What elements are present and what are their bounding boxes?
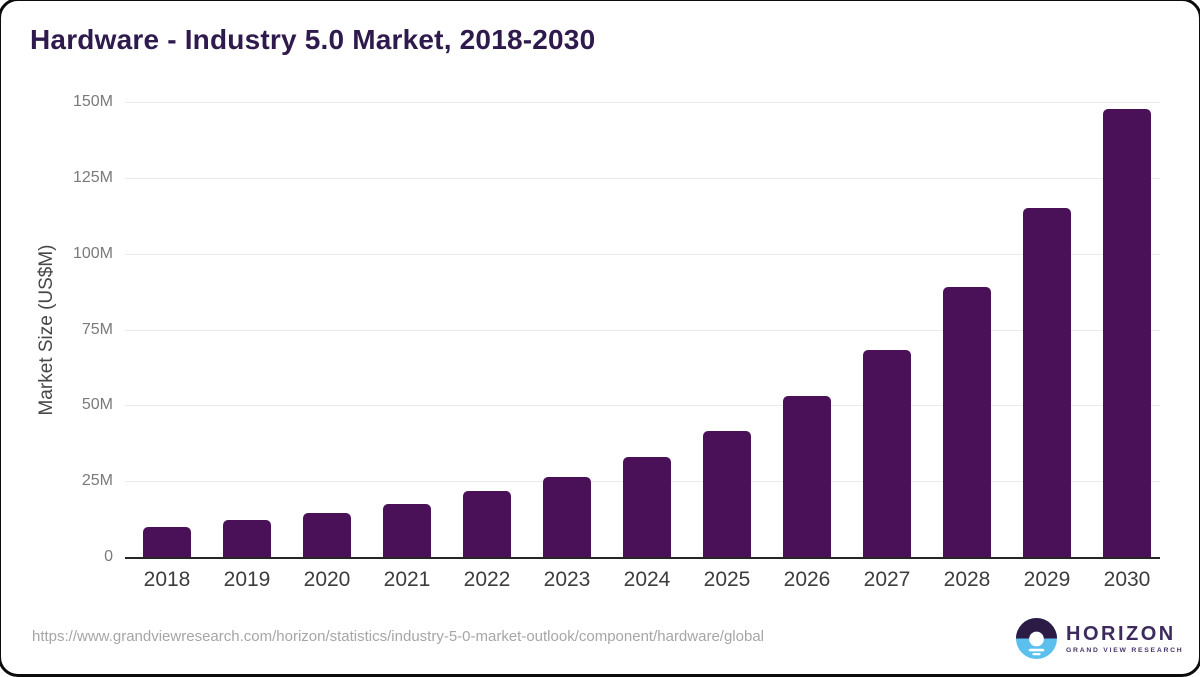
y-tick-label-50M: 50M <box>81 396 113 414</box>
bar-2027[interactable] <box>863 350 911 557</box>
bar-2030[interactable] <box>1103 109 1151 557</box>
bar-2018[interactable] <box>143 526 191 557</box>
horizon-name: HORIZON <box>1066 622 1176 645</box>
bar-2025[interactable] <box>703 430 751 557</box>
gridline-100M <box>125 253 1160 255</box>
gridline-50M <box>125 405 1160 407</box>
x-tick-label-2028: 2028 <box>943 568 991 591</box>
bar-2019[interactable] <box>223 519 271 557</box>
y-tick-label-25M: 25M <box>81 472 113 490</box>
x-tick-label-2019: 2019 <box>223 568 271 591</box>
y-tick-label-0: 0 <box>104 548 113 565</box>
x-tick-label-2024: 2024 <box>623 568 671 591</box>
bar-2026[interactable] <box>783 395 831 557</box>
gridline-75M <box>125 329 1160 331</box>
x-tick-label-2027: 2027 <box>863 568 911 591</box>
bar-2028[interactable] <box>943 287 991 557</box>
y-tick-label-100M: 100M <box>72 244 113 262</box>
bar-2024[interactable] <box>623 456 671 557</box>
y-tick-label-125M: 125M <box>72 168 113 186</box>
x-tick-label-2021: 2021 <box>383 568 431 591</box>
x-tick-label-2029: 2029 <box>1023 568 1071 591</box>
bar-2023[interactable] <box>543 476 591 557</box>
bar-2020[interactable] <box>303 512 351 557</box>
horizon-tagline: GRAND VIEW RESEARCH <box>1066 646 1184 654</box>
x-tick-label-2025: 2025 <box>703 568 751 591</box>
horizon-logo: HORIZON GRAND VIEW RESEARCH <box>1016 618 1183 659</box>
x-tick-label-2020: 2020 <box>303 568 351 591</box>
horizon-wordmark: HORIZON GRAND VIEW RESEARCH <box>1066 624 1183 654</box>
x-tick-label-2023: 2023 <box>543 568 591 591</box>
gridline-125M <box>125 177 1160 179</box>
y-tick-label-75M: 75M <box>81 320 113 338</box>
y-tick-label-150M: 150M <box>72 93 113 110</box>
x-tick-label-2026: 2026 <box>783 568 831 591</box>
bar-2029[interactable] <box>1023 207 1071 557</box>
bar-2021[interactable] <box>383 503 431 557</box>
source-url-text: https://www.grandviewresearch.com/horizo… <box>32 628 764 645</box>
bar-2022[interactable] <box>463 490 511 557</box>
x-tick-label-2030: 2030 <box>1103 568 1151 591</box>
x-axis-baseline <box>125 557 1160 559</box>
horizon-sunset-circle-icon <box>1016 618 1057 659</box>
chart-title: Hardware - Industry 5.0 Market, 2018-203… <box>30 24 596 55</box>
x-tick-label-2022: 2022 <box>463 568 511 591</box>
x-tick-label-2018: 2018 <box>143 568 191 591</box>
gridline-150M <box>125 102 1160 103</box>
